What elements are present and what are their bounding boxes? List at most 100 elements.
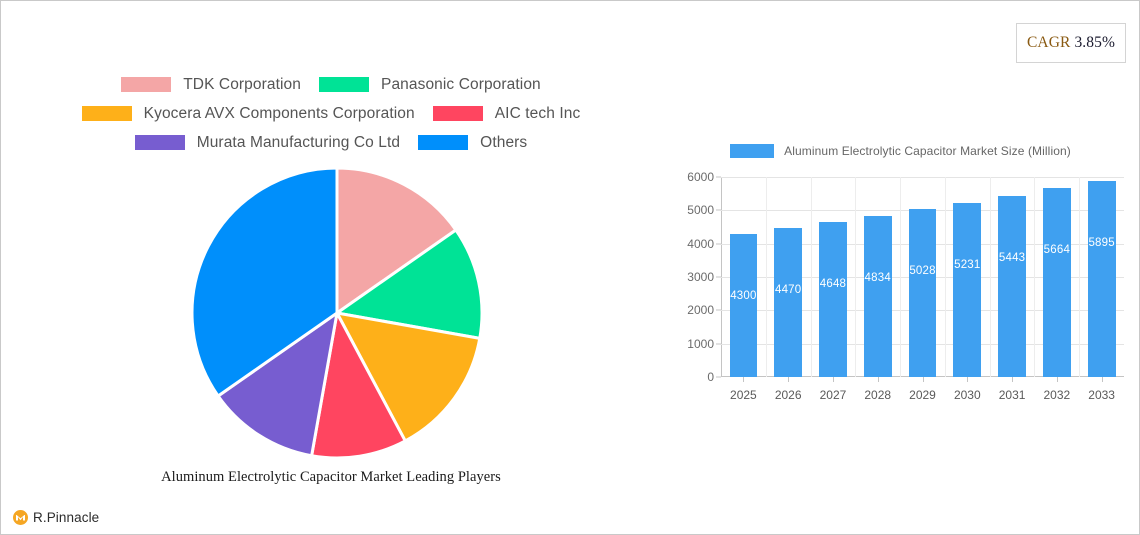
vertical-gridline (900, 177, 902, 377)
pie-slice[interactable] (310, 311, 407, 460)
pie-slice[interactable] (216, 311, 339, 458)
pie-chart-title: Aluminum Electrolytic Capacitor Market L… (161, 469, 501, 485)
bar-legend-swatch (730, 144, 775, 158)
vertical-gridline (989, 177, 991, 377)
r-pinnacle-logo-icon (13, 510, 28, 525)
bar-value-label: 5443 (998, 251, 1026, 264)
x-axis-tick-label: 2027 (819, 388, 847, 402)
vertical-gridline (810, 177, 812, 377)
y-axis-tick-mark (716, 309, 721, 311)
bar-value-label: 5231 (954, 258, 981, 271)
bar[interactable]: 5664 (1042, 188, 1071, 377)
bar-series: 4300 2025 4470 2026 4648 2027 4834 2028 5028 2029… (721, 177, 1124, 402)
pie-legend-swatch (319, 77, 369, 92)
bar-chart-plot: 0 1000 2000 3000 4000 5000 6000 4300 2025 4470 20… (673, 165, 1128, 413)
bar-value-label: 4470 (774, 284, 802, 296)
y-axis-tick-label: 2000 (687, 303, 714, 318)
bar-value-label: 5895 (1088, 236, 1115, 249)
gridline (721, 177, 1124, 178)
bar-slot: 4648 2027 (810, 177, 856, 402)
pie-legend-label: TDK Corporation (183, 75, 301, 93)
bar[interactable]: 4470 (774, 228, 803, 377)
y-axis-tick-mark (716, 209, 721, 211)
bar[interactable]: 5231 (953, 202, 982, 377)
pie-legend-item[interactable]: Murata Manufacturing Co Ltd (134, 128, 401, 157)
pie-legend-label: Panasonic Corporation (381, 75, 541, 93)
bar-value-label: 4834 (864, 271, 891, 284)
y-axis-tick-label: 6000 (687, 170, 714, 184)
pie-legend-label: AIC tech Inc (494, 104, 581, 122)
x-axis-tick-mark (967, 377, 969, 382)
bar-value-label: 4300 (730, 289, 757, 302)
pie-legend-item[interactable]: AIC tech Inc (432, 99, 581, 128)
pie-legend-item[interactable]: Panasonic Corporation (319, 70, 541, 99)
pie-legend-item[interactable]: TDK Corporation (121, 70, 301, 99)
bar[interactable]: 5028 (908, 209, 937, 377)
x-axis-tick-label: 2033 (1088, 388, 1115, 402)
pie-legend-item[interactable]: Others (418, 128, 527, 157)
bar-legend-label: Aluminum Electrolytic Capacitor Market S… (784, 144, 1071, 158)
y-axis-tick-mark (716, 243, 721, 245)
bar-slot: 5028 2029 (900, 177, 945, 402)
x-axis-tick-label: 2026 (774, 388, 802, 402)
y-axis-tick-mark (716, 376, 721, 378)
bar[interactable]: 4300 (729, 233, 758, 377)
x-axis-tick-mark (788, 377, 790, 382)
bar[interactable]: 5443 (998, 195, 1026, 377)
pie-legend-swatch (81, 106, 132, 121)
x-axis-tick-label: 2031 (998, 388, 1026, 402)
bar-chart-legend[interactable]: Aluminum Electrolytic Capacitor Market S… (673, 141, 1128, 161)
bar-chart-panel: Aluminum Electrolytic Capacitor Market S… (673, 141, 1128, 416)
x-axis-tick-label: 2032 (1043, 388, 1071, 402)
pie-slice[interactable] (190, 166, 339, 398)
vertical-gridline (855, 177, 857, 377)
pie-legend-label: Murata Manufacturing Co Ltd (196, 133, 401, 151)
vertical-gridline (765, 177, 767, 377)
bar-slot: 5895 2033 (1079, 177, 1124, 402)
x-axis-tick-label: 2028 (864, 388, 892, 402)
y-axis-tick-label: 0 (707, 370, 714, 384)
vertical-gridline (1034, 177, 1036, 377)
cagr-badge: CAGR 3.85% (1016, 23, 1126, 63)
x-axis-tick-mark (832, 377, 834, 382)
bar-value-label: 5028 (909, 265, 936, 278)
x-axis-tick-label: 2029 (909, 388, 936, 402)
bar-value-label: 5664 (1043, 244, 1071, 257)
pie-slice[interactable] (335, 166, 458, 315)
vertical-gridline (944, 177, 946, 377)
bar-slot: 4470 2026 (765, 177, 811, 402)
bar-slot: 5664 2032 (1034, 177, 1079, 402)
pie-legend-swatch (121, 77, 172, 92)
bar[interactable]: 5895 (1087, 180, 1116, 377)
x-axis-tick-mark (743, 377, 745, 382)
y-axis-tick-label: 3000 (687, 270, 714, 284)
x-axis-tick-mark (877, 377, 879, 382)
pie-chart-panel: TDK Corporation Panasonic Corporation Kyoc… (1, 61, 661, 491)
footer-brand: R.Pinnacle (13, 510, 99, 525)
plot-area: 0 1000 2000 3000 4000 5000 6000 4300 2025 4470 20… (687, 170, 1124, 402)
vertical-gridline (1079, 177, 1081, 377)
cagr-value: 3.85% (1074, 34, 1115, 51)
x-axis-tick-label: 2030 (953, 388, 981, 402)
pie-slice[interactable] (335, 311, 481, 443)
pie-legend-swatch (432, 106, 483, 121)
pie-slice[interactable] (335, 228, 481, 340)
pie-legend-item[interactable]: Kyocera AVX Components Corporation (81, 99, 415, 128)
y-axis-tick-label: 1000 (687, 336, 714, 351)
pie-legend: TDK Corporation Panasonic Corporation Kyoc… (51, 61, 611, 157)
pie-legend-swatch (418, 135, 469, 150)
x-axis-tick-label: 2025 (730, 388, 757, 402)
bar[interactable]: 4834 (863, 215, 892, 377)
pie-legend-label: Others (480, 133, 528, 151)
bar-slot: 5443 2031 (989, 177, 1035, 402)
cagr-label: CAGR (1026, 34, 1071, 51)
x-axis-tick-mark (1101, 377, 1103, 382)
y-axis-tick-mark (716, 276, 721, 278)
bar-slot: 5231 2030 (944, 177, 990, 402)
bar[interactable]: 4648 (819, 222, 847, 377)
x-axis-tick-mark (1056, 377, 1058, 382)
y-axis-tick-label: 5000 (687, 203, 714, 218)
bar-slot: 4300 2025 (721, 177, 766, 402)
y-axis-tick-mark (716, 176, 721, 178)
